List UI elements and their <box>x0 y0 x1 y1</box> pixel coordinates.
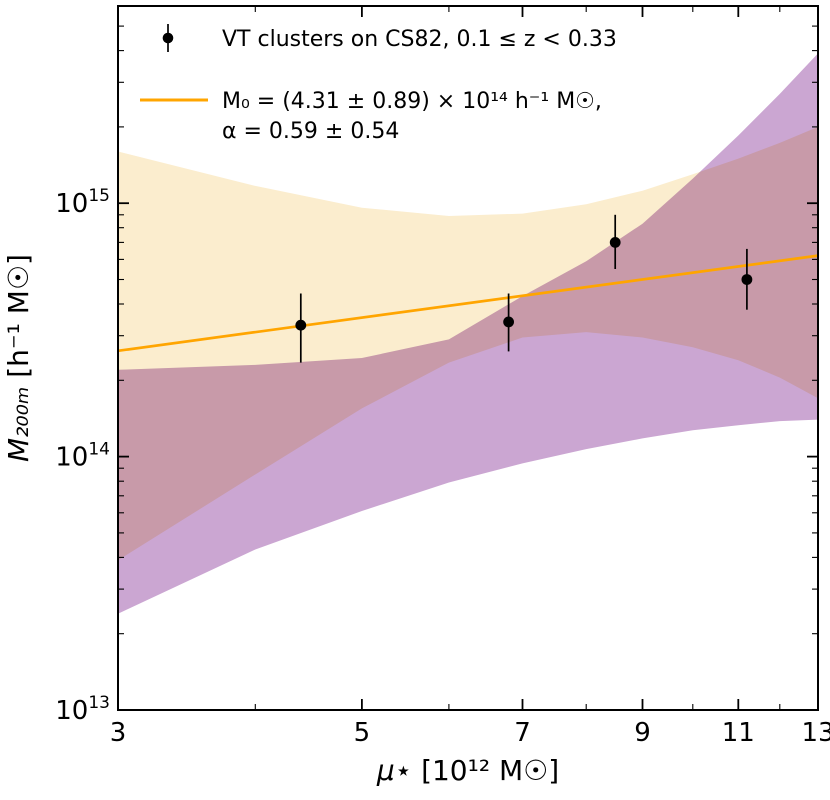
x-tick-label: 13 <box>801 718 830 748</box>
y-tick-label: 1013 <box>55 693 110 726</box>
data-point <box>503 316 514 328</box>
confidence-bands <box>118 53 818 614</box>
data-point <box>741 274 753 285</box>
x-tick-label: 5 <box>354 718 371 748</box>
x-tick-label: 7 <box>514 718 531 748</box>
axes: 3 5 7 9 11 13 1013 1014 1015 <box>55 5 830 748</box>
data-points <box>295 214 753 363</box>
x-tick-label: 9 <box>634 718 651 748</box>
y-axis-label: M₂₀₀ₘ [h⁻¹ M☉] <box>2 254 35 462</box>
data-point <box>295 319 307 331</box>
data-point <box>609 237 621 248</box>
legend-fit-label-line2: α = 0.59 ± 0.54 <box>222 119 399 144</box>
band-comparison-purple <box>118 53 818 614</box>
plot-border <box>117 5 819 711</box>
legend-data-label: VT clusters on CS82, 0.1 ≤ z < 0.33 <box>222 27 617 52</box>
x-axis-label: μ⋆ [10¹² M☉] <box>376 754 559 787</box>
legend-fit-label-line1: M₀ = (4.31 ± 0.89) × 10¹⁴ h⁻¹ M☉, <box>222 89 602 114</box>
x-tick-label: 3 <box>110 718 127 748</box>
legend-point-marker-icon <box>162 32 174 44</box>
fit-line <box>117 254 819 353</box>
y-tick-label: 1014 <box>55 440 110 473</box>
x-tick-label: 11 <box>722 718 755 748</box>
y-tick-label: 1015 <box>55 186 110 219</box>
legend: VT clusters on CS82, 0.1 ≤ z < 0.33 M₀ =… <box>140 24 617 144</box>
